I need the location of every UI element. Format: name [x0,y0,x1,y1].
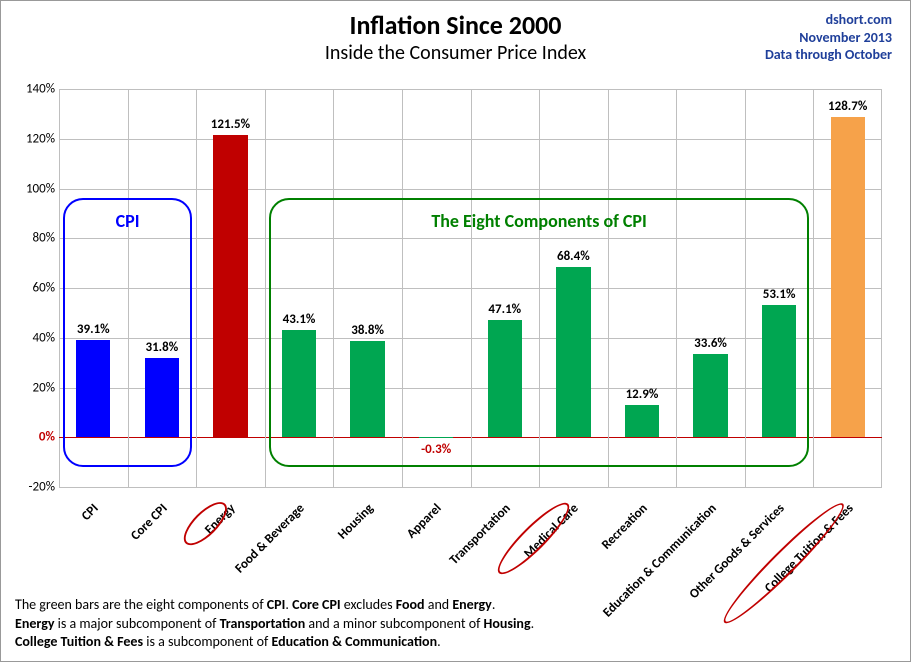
bar-value-label: 43.1% [265,312,334,327]
bar [693,354,727,438]
group-label: The Eight Components of CPI [269,210,810,232]
bar [488,320,522,437]
bar-value-label: 33.6% [676,336,745,351]
x-axis-label: Food & Beverage [232,501,307,576]
bar-value-label: 128.7% [813,99,882,114]
source-site: dshort.com [765,11,892,29]
bar [145,358,179,437]
y-axis-label: 120% [15,131,55,146]
bar [419,437,453,438]
bar-value-label: 47.1% [471,302,540,317]
x-axis-label: Recreation [599,501,651,553]
bar [213,135,247,437]
grid-vsep [471,89,472,487]
y-axis-label: 40% [15,330,55,345]
x-axis-label: CPI [79,501,102,524]
bar [762,305,796,437]
y-axis-label: 140% [15,82,55,97]
x-axis-label: Apparel [404,501,445,542]
footer-line-1: The green bars are the eight components … [15,596,534,614]
footer-line-2: Energy is a major subcomponent of Transp… [15,615,534,633]
bar-value-label: 121.5% [196,117,265,132]
bar [625,405,659,437]
bar-value-label: 31.8% [128,340,197,355]
x-axis-label: Medical Care [522,501,582,561]
x-axis-label: Education & Communication [600,501,719,620]
y-axis-label: 0% [15,430,55,445]
y-axis-label: 80% [15,231,55,246]
chart-container: Inflation Since 2000 Inside the Consumer… [0,0,911,662]
footer-notes: The green bars are the eight components … [15,596,534,651]
source-through: Data through October [765,46,892,64]
x-axis-label: Transportation [447,501,514,568]
grid-vsep [676,89,677,487]
grid-vsep [265,89,266,487]
source-date: November 2013 [765,29,892,47]
y-axis-label: -20% [15,480,55,495]
bar-value-label: 12.9% [608,387,677,402]
y-axis-label: 20% [15,380,55,395]
bar [831,117,865,437]
bar-value-label: -0.3% [402,442,471,457]
x-axis-label: Energy [203,501,240,538]
x-axis-label: Housing [335,501,376,542]
grid-vsep [333,89,334,487]
grid-vsep [402,89,403,487]
footer-line-3: College Tuition & Fees is a subcomponent… [15,633,534,651]
y-axis-label: 100% [15,181,55,196]
gridline [59,487,882,488]
grid-vsep [539,89,540,487]
bar [350,341,384,438]
group-label: CPI [63,210,192,232]
plot-area: -20%0%20%40%60%80%100%120%140%39.1%CPI31… [59,89,882,487]
x-axis-label: Core CPI [128,501,170,543]
grid-vsep [196,89,197,487]
bar [76,340,110,437]
bar-value-label: 68.4% [539,249,608,264]
source-attribution: dshort.com November 2013 Data through Oc… [765,11,892,64]
bar [282,330,316,437]
grid-vsep [608,89,609,487]
grid-vsep [128,89,129,487]
y-axis-label: 60% [15,281,55,296]
bar [556,267,590,437]
bar-value-label: 53.1% [745,287,814,302]
bar-value-label: 39.1% [59,322,128,337]
bar-value-label: 38.8% [333,323,402,338]
grid-vsep [813,89,814,487]
